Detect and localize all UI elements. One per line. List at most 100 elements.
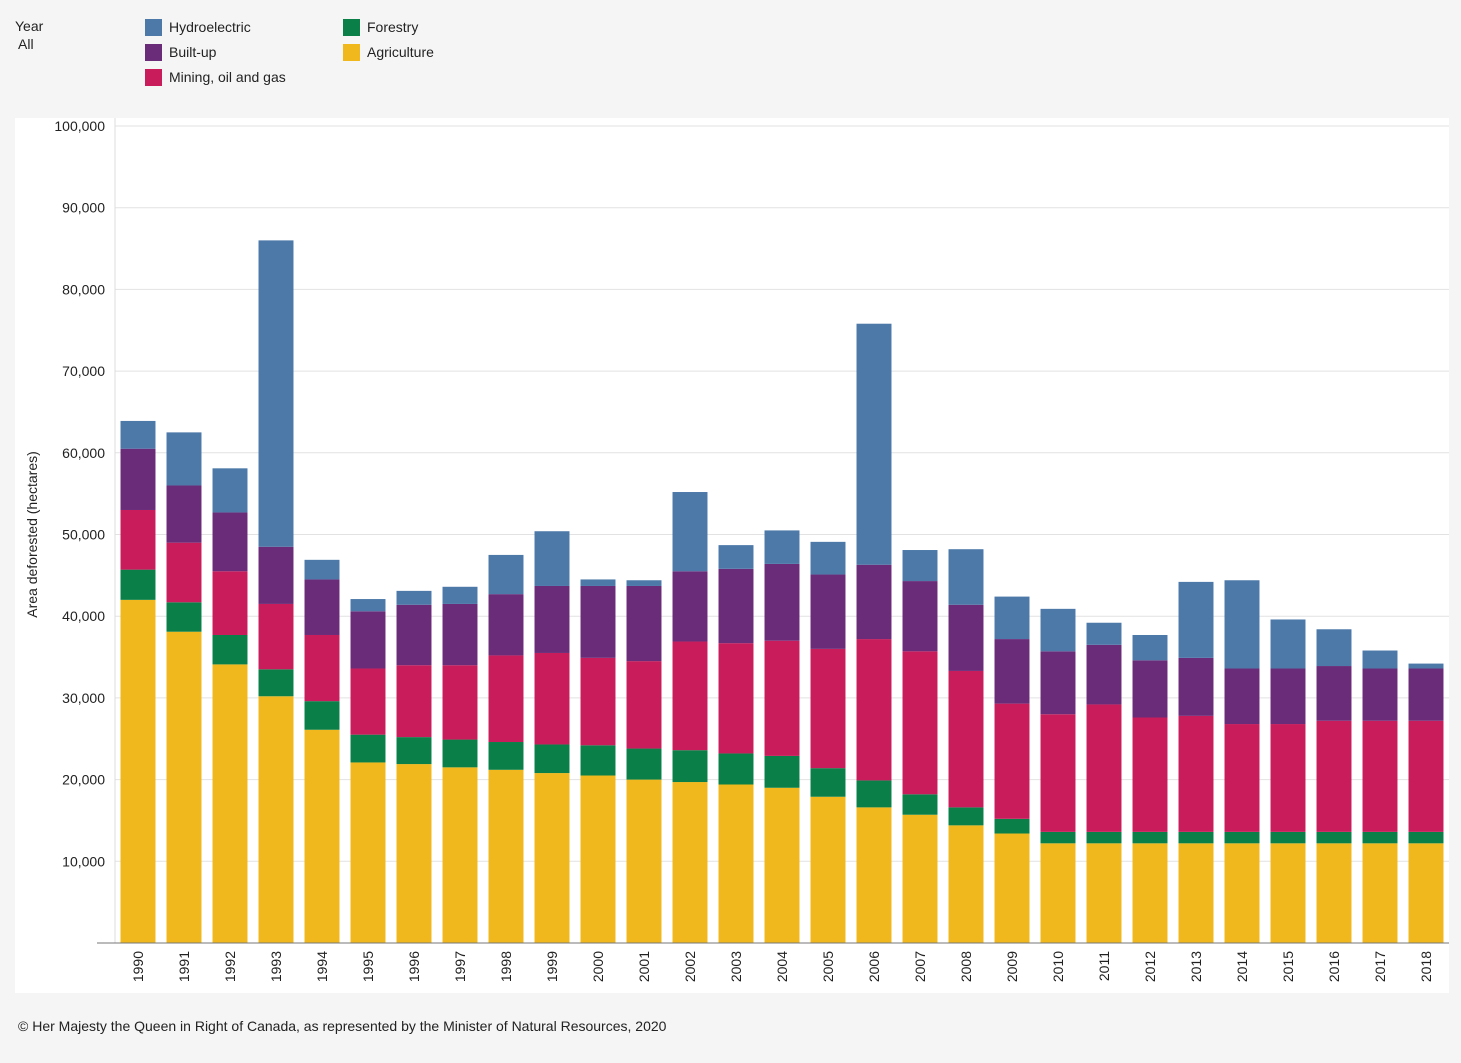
bar-agriculture-1992 — [212, 664, 248, 943]
bar-forestry-1999 — [534, 744, 570, 774]
bar-built-up-2005 — [810, 574, 846, 649]
bar-hydroelectric-2009 — [994, 596, 1030, 640]
x-tick-label: 2015 — [1280, 951, 1296, 982]
x-tick-label: 1996 — [406, 951, 422, 982]
bar-mining-oil-and-gas-1996 — [396, 665, 432, 738]
bar-hydroelectric-2005 — [810, 541, 846, 575]
bar-built-up-1997 — [442, 603, 478, 666]
bar-mining-oil-and-gas-1997 — [442, 665, 478, 740]
bar-mining-oil-and-gas-2005 — [810, 648, 846, 769]
x-tick-label: 2012 — [1142, 951, 1158, 982]
year-filter[interactable]: Year All — [15, 17, 43, 53]
bar-mining-oil-and-gas-2010 — [1040, 714, 1076, 832]
x-tick-label: 2004 — [774, 951, 790, 982]
bar-mining-oil-and-gas-2004 — [764, 640, 800, 756]
x-tick-label: 2006 — [866, 951, 882, 982]
x-tick-label: 2016 — [1326, 951, 1342, 982]
bar-built-up-2009 — [994, 639, 1030, 704]
bar-forestry-2007 — [902, 794, 938, 815]
bar-agriculture-2016 — [1316, 843, 1352, 943]
x-tick-label: 1994 — [314, 951, 330, 982]
x-tick-label: 1992 — [222, 951, 238, 982]
bar-forestry-2010 — [1040, 831, 1076, 844]
bar-mining-oil-and-gas-2007 — [902, 651, 938, 795]
legend-swatch-agriculture — [343, 43, 360, 61]
legend-item-built-up[interactable]: Built-up — [145, 43, 216, 61]
x-tick-label: 2001 — [636, 951, 652, 982]
bar-hydroelectric-2013 — [1178, 581, 1214, 658]
bar-built-up-1995 — [350, 611, 386, 669]
bar-agriculture-2011 — [1086, 843, 1122, 943]
bar-agriculture-1997 — [442, 767, 478, 943]
x-tick-label: 2013 — [1188, 951, 1204, 982]
bar-built-up-1991 — [166, 485, 202, 543]
legend-item-forestry[interactable]: Forestry — [343, 18, 418, 36]
bar-agriculture-2009 — [994, 833, 1030, 943]
x-tick-label: 1998 — [498, 951, 514, 982]
bar-forestry-2006 — [856, 780, 892, 808]
legend-item-mining-oil-and-gas[interactable]: Mining, oil and gas — [145, 68, 286, 86]
bar-mining-oil-and-gas-1991 — [166, 542, 202, 603]
bar-built-up-1992 — [212, 512, 248, 572]
bar-built-up-2013 — [1178, 657, 1214, 716]
bar-built-up-2016 — [1316, 666, 1352, 721]
bar-forestry-2009 — [994, 818, 1030, 834]
bar-agriculture-1994 — [304, 729, 340, 943]
x-tick-label: 2007 — [912, 951, 928, 982]
bar-built-up-2018 — [1408, 668, 1444, 721]
legend-swatch-mining-oil-and-gas — [145, 68, 162, 86]
bar-hydroelectric-1994 — [304, 559, 340, 580]
legend-label-built-up: Built-up — [169, 44, 217, 60]
bar-hydroelectric-1997 — [442, 586, 478, 604]
bar-agriculture-1995 — [350, 762, 386, 943]
bar-built-up-1999 — [534, 585, 570, 653]
x-tick-label: 2003 — [728, 951, 744, 982]
bar-hydroelectric-2015 — [1270, 619, 1306, 669]
bar-built-up-2000 — [580, 585, 616, 658]
bar-mining-oil-and-gas-2018 — [1408, 720, 1444, 832]
x-tick-label: 2000 — [590, 951, 606, 982]
bar-built-up-2015 — [1270, 668, 1306, 725]
bar-mining-oil-and-gas-1995 — [350, 668, 386, 735]
bar-mining-oil-and-gas-1993 — [258, 603, 294, 670]
bar-hydroelectric-2012 — [1132, 634, 1168, 661]
bar-built-up-1998 — [488, 594, 524, 656]
bar-forestry-1992 — [212, 634, 248, 665]
bar-built-up-2008 — [948, 604, 984, 671]
bar-forestry-2005 — [810, 768, 846, 797]
legend-item-hydroelectric[interactable]: Hydroelectric — [145, 18, 251, 36]
bar-agriculture-1998 — [488, 769, 524, 943]
bar-hydroelectric-1996 — [396, 590, 432, 605]
bar-mining-oil-and-gas-1998 — [488, 655, 524, 743]
bar-forestry-2014 — [1224, 831, 1260, 844]
legend-label-forestry: Forestry — [367, 19, 419, 35]
bar-agriculture-1996 — [396, 764, 432, 943]
bar-mining-oil-and-gas-1999 — [534, 652, 570, 745]
bar-mining-oil-and-gas-2001 — [626, 661, 662, 749]
y-tick-label: 30,000 — [62, 690, 105, 706]
bar-hydroelectric-1990 — [120, 420, 156, 449]
x-tick-label: 2010 — [1050, 951, 1066, 982]
bar-built-up-2007 — [902, 581, 938, 652]
y-tick-label: 40,000 — [62, 608, 105, 624]
bar-agriculture-1993 — [258, 696, 294, 943]
bar-forestry-2017 — [1362, 831, 1398, 844]
legend-item-agriculture[interactable]: Agriculture — [343, 43, 434, 61]
legend-swatch-hydroelectric — [145, 18, 162, 36]
bar-mining-oil-and-gas-2016 — [1316, 720, 1352, 832]
bar-hydroelectric-2004 — [764, 530, 800, 564]
x-tick-label: 2008 — [958, 951, 974, 982]
bar-forestry-1993 — [258, 669, 294, 697]
bar-mining-oil-and-gas-2003 — [718, 643, 754, 754]
bar-hydroelectric-2010 — [1040, 608, 1076, 652]
year-filter-label: Year — [15, 18, 44, 34]
bar-mining-oil-and-gas-2008 — [948, 670, 984, 808]
bar-hydroelectric-2000 — [580, 579, 616, 586]
bar-hydroelectric-1999 — [534, 531, 570, 586]
bar-forestry-2003 — [718, 753, 754, 785]
legend-swatch-built-up — [145, 43, 162, 61]
bar-forestry-1997 — [442, 739, 478, 768]
chart-panel: 10,000 20,000 30,000 40,000 50,000 60,000 70,0… — [15, 118, 1449, 993]
bar-agriculture-2005 — [810, 796, 846, 943]
bar-forestry-1998 — [488, 742, 524, 770]
